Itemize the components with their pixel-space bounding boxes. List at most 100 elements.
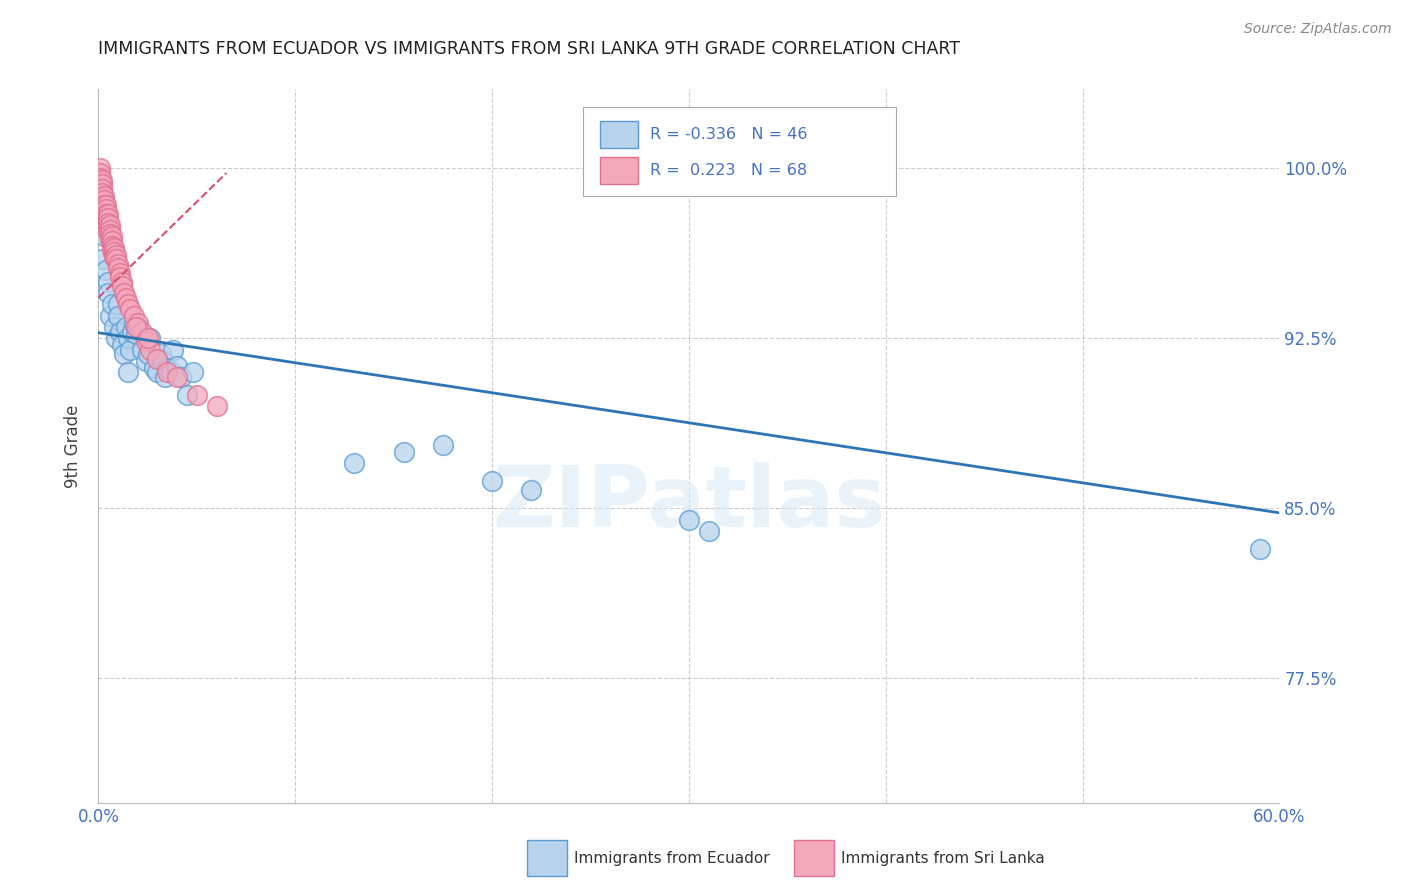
Point [96, 211, 118, 226]
Point [160, 365, 183, 379]
Point [91, 173, 114, 187]
Point [138, 343, 160, 357]
Point [101, 229, 124, 244]
Point [108, 325, 131, 339]
Point [107, 261, 129, 276]
Point [89, 179, 111, 194]
Point [111, 279, 134, 293]
Point [112, 347, 135, 361]
Point [96, 263, 118, 277]
Point [122, 316, 145, 330]
Point [343, 456, 366, 470]
Point [98, 222, 121, 236]
Point [125, 326, 148, 341]
Point [107, 257, 129, 271]
Point [89, 188, 111, 202]
Point [93, 202, 115, 217]
Point [101, 243, 124, 257]
Point [97, 207, 120, 221]
Point [166, 370, 188, 384]
Point [125, 320, 148, 334]
Point [1249, 542, 1271, 557]
Point [146, 351, 169, 366]
Point [89, 161, 111, 176]
Point [127, 316, 149, 330]
Point [107, 309, 129, 323]
Point [91, 252, 114, 266]
Point [107, 297, 129, 311]
Point [111, 338, 134, 352]
Point [481, 474, 503, 488]
Point [97, 275, 120, 289]
Point [176, 388, 198, 402]
Point [96, 202, 118, 217]
Point [89, 175, 111, 189]
Point [156, 365, 179, 379]
Point [89, 166, 111, 180]
Text: IMMIGRANTS FROM ECUADOR VS IMMIGRANTS FROM SRI LANKA 9TH GRADE CORRELATION CHART: IMMIGRANTS FROM ECUADOR VS IMMIGRANTS FR… [98, 40, 960, 58]
Point [146, 365, 169, 379]
Point [105, 252, 128, 266]
Point [98, 227, 121, 242]
Point [115, 320, 138, 334]
Point [91, 178, 114, 192]
Y-axis label: 9th Grade: 9th Grade [65, 404, 83, 488]
Point [101, 297, 124, 311]
Point [678, 513, 700, 527]
Point [105, 247, 128, 261]
Point [117, 365, 139, 379]
Text: R = -0.336   N = 46: R = -0.336 N = 46 [650, 128, 807, 143]
Point [91, 182, 114, 196]
Point [91, 191, 114, 205]
Point [97, 216, 120, 230]
Point [697, 524, 720, 538]
Point [138, 331, 160, 345]
Point [181, 365, 204, 379]
Point [170, 370, 193, 384]
Point [91, 200, 114, 214]
Point [117, 297, 139, 311]
Text: Immigrants from Sri Lanka: Immigrants from Sri Lanka [841, 851, 1045, 865]
Point [162, 343, 184, 357]
Point [136, 331, 159, 345]
Point [152, 354, 174, 368]
Point [98, 232, 121, 246]
Point [96, 207, 118, 221]
Point [122, 309, 145, 323]
Point [91, 195, 114, 210]
Point [112, 286, 135, 301]
Point [97, 211, 120, 226]
Point [103, 320, 125, 334]
Point [186, 388, 208, 402]
FancyBboxPatch shape [600, 121, 638, 148]
Point [96, 220, 118, 235]
Point [96, 198, 118, 212]
Point [155, 370, 177, 384]
Point [93, 229, 115, 244]
Point [93, 211, 115, 226]
Point [101, 234, 124, 248]
Point [432, 438, 454, 452]
Point [150, 347, 173, 361]
Point [103, 250, 125, 264]
Point [103, 245, 125, 260]
Point [96, 216, 118, 230]
Point [93, 207, 115, 221]
Point [127, 320, 149, 334]
FancyBboxPatch shape [600, 157, 638, 184]
Text: Source: ZipAtlas.com: Source: ZipAtlas.com [1244, 22, 1392, 37]
Point [205, 400, 228, 414]
Point [97, 220, 120, 235]
Point [142, 360, 165, 375]
Point [111, 275, 134, 289]
Point [93, 193, 115, 207]
Point [97, 286, 120, 301]
Point [121, 325, 143, 339]
FancyBboxPatch shape [582, 107, 896, 196]
Point [131, 325, 153, 339]
Point [108, 270, 131, 285]
Point [89, 170, 111, 185]
Point [117, 331, 139, 345]
Point [93, 216, 115, 230]
Point [105, 331, 128, 345]
